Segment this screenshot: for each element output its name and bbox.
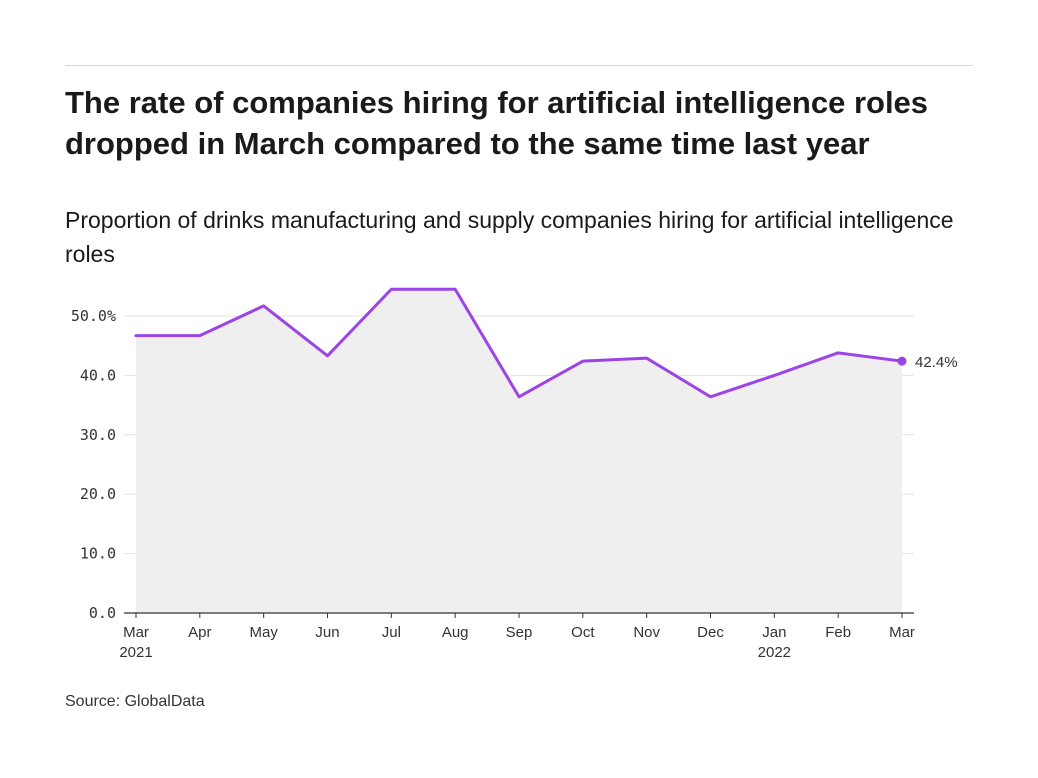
- x-axis-ticks: Mar 2021 Apr May Jun Jul Aug Sep Oct Nov Dec Jan 202…: [119, 613, 915, 661]
- x-tick-label: Aug: [442, 624, 469, 641]
- y-tick-label: 50.0%: [71, 307, 116, 325]
- y-axis-ticks: 0.0 10.0 20.0 30.0 40.0 50.0%: [71, 307, 116, 622]
- end-point-marker: [897, 356, 907, 366]
- x-year-label: 2021: [119, 644, 152, 661]
- chart-subtitle: Proportion of drinks manufacturing and s…: [65, 207, 954, 267]
- x-tick-label: Mar: [889, 624, 915, 641]
- y-tick-label: 10.0: [80, 545, 116, 563]
- x-tick-label: Apr: [188, 624, 211, 641]
- x-tick-label: Feb: [825, 624, 851, 641]
- x-tick-label: Mar: [123, 624, 149, 641]
- end-value-label: 42.4%: [915, 354, 958, 371]
- y-tick-label: 40.0: [80, 366, 116, 384]
- x-tick-label: Dec: [697, 624, 724, 641]
- area-fill: [136, 289, 902, 613]
- x-tick-label: Sep: [506, 624, 533, 641]
- x-tick-label: Oct: [571, 624, 595, 641]
- x-tick-label: Jan: [762, 624, 786, 641]
- x-year-label: 2022: [758, 644, 791, 661]
- source-note: Source: GlobalData: [65, 693, 205, 710]
- y-tick-label: 0.0: [89, 604, 116, 622]
- y-tick-label: 30.0: [80, 426, 116, 444]
- x-tick-label: Jun: [315, 624, 339, 641]
- series-line: [134, 287, 904, 399]
- x-tick-label: May: [249, 624, 278, 641]
- top-divider: [65, 65, 973, 66]
- y-tick-label: 20.0: [80, 485, 116, 503]
- x-tick-label: Jul: [382, 624, 401, 641]
- chart-title: The rate of companies hiring for artific…: [65, 85, 929, 161]
- x-tick-label: Nov: [633, 624, 660, 641]
